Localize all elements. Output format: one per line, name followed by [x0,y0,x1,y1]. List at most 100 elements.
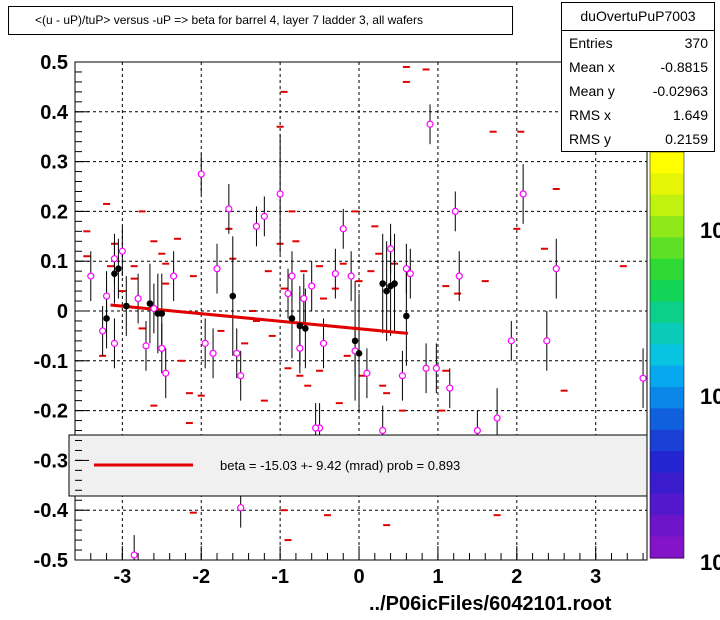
black-point [122,302,130,310]
y-tick-label: -0.4 [34,500,69,522]
palette-segment [650,301,684,324]
magenta-point [118,247,126,255]
magenta-point [225,205,233,213]
magenta-point [308,282,316,290]
fit-line-layer [110,303,409,335]
palette-segment [650,152,684,174]
magenta-point [102,292,111,300]
palette-segment [650,194,684,217]
stats-label: Mean y [569,83,615,99]
magenta-point [339,225,347,233]
magenta-point [233,349,241,357]
palette-segment [650,258,684,281]
x-tick-label: 1 [432,566,443,588]
black-point [403,312,410,320]
chart-title-box: <(u - uP)/tuP> versus -uP => beta for ba… [8,6,513,35]
magenta-point [99,327,107,335]
legend: beta = -15.03 +- 9.42 (mrad) prob = 0.89… [68,434,648,497]
magenta-point [162,369,170,377]
black-point [379,280,386,287]
magenta-point [386,245,395,253]
y-tick-label: -0.2 [34,401,68,423]
stats-label: RMS y [569,131,611,147]
x-tick-label: -2 [192,566,210,588]
y-tick-label: 0.4 [40,102,69,124]
black-point [158,310,166,317]
magenta-point [296,344,304,352]
y-tick-label: 0 [57,301,68,323]
red-dash-markers [83,65,627,542]
magenta-point [276,190,284,198]
palette-label: 10 [700,550,720,575]
palette-border [649,151,685,559]
x-tick-label: 2 [511,566,522,588]
palette-segment [650,322,684,345]
stats-value: 370 [684,35,708,51]
file-path-label: ../P06icFiles/6042101.root [369,593,612,615]
stats-row-mean-y: Mean y -0.02963 [562,79,714,103]
magenta-point [237,504,245,512]
magenta-point [426,120,434,128]
stats-row-rms-y: RMS y 0.2159 [562,127,714,151]
black-point [288,315,296,322]
y-tick-label: 0.5 [40,52,68,74]
x-tick-label: 3 [590,566,601,588]
palette-segment [650,408,684,431]
palette-segment [650,493,684,516]
x-tick-label: 0 [353,566,364,588]
y-tick-label: -0.1 [34,351,68,373]
magenta-point [319,339,328,347]
stats-box: duOvertuPuP7003 Entries 370 Mean x -0.88… [561,2,715,152]
magenta-point [130,551,138,559]
palette-segment [650,451,684,474]
fit-line [110,303,409,335]
magenta-point [252,222,261,230]
magenta-point [110,255,119,263]
axes: -3 -2 -1 0 1 2 3 -0.5 -0.4 -0.3 -0.2 -0.1 0 0.1 0.2 0.3… [34,52,644,588]
palette-label: 10 [700,218,720,243]
magenta-point [110,339,119,347]
magenta-point [197,170,205,178]
black-point [111,270,118,277]
magenta-point [552,265,560,273]
black-point [146,300,154,307]
magenta-point [455,272,463,280]
magenta-point [288,272,296,280]
stats-name: duOvertuPuP7003 [562,3,714,31]
black-point [391,280,398,287]
magenta-point [507,337,515,345]
stats-row-entries: Entries 370 [562,31,714,55]
magenta-point [87,272,95,280]
magenta-point [237,372,245,380]
y-tick-label: 0.2 [40,201,68,223]
magenta-point [639,374,647,382]
magenta-point [312,424,320,432]
magenta-point [398,372,407,380]
x-tick-label: -3 [113,566,131,588]
palette-segment [650,515,684,538]
palette-segment [650,173,684,196]
palette-segment [650,429,684,452]
stats-row-rms-x: RMS x 1.649 [562,103,714,127]
black-point [383,287,390,295]
magenta-point [519,190,527,198]
magenta-point [402,265,410,273]
palette-segment [650,365,684,388]
palette-label: 10 [700,384,720,409]
magenta-point [142,342,150,350]
stats-value: 1.649 [672,107,708,123]
magenta-point [201,339,209,347]
magenta-point [451,207,459,215]
palette-segment [650,280,684,303]
palette-segment [650,536,684,559]
stats-value: -0.8815 [660,59,708,75]
magenta-point [170,272,178,280]
magenta-point [473,426,481,435]
black-point [302,325,309,332]
magenta-point [213,265,221,273]
stats-label: Mean x [569,59,615,75]
magenta-point [284,289,292,298]
palette-segment [650,344,684,367]
x-tick-label: -1 [271,566,289,588]
